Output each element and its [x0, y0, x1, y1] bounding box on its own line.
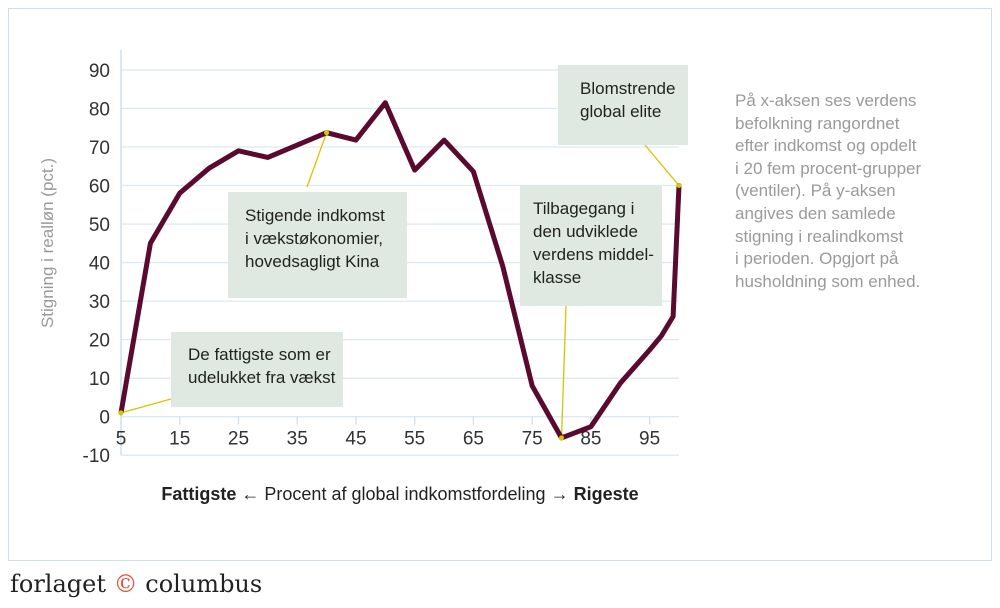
annotation-text: Stigende indkomst [245, 206, 385, 225]
x-tick-label: 95 [639, 429, 660, 450]
y-tick-label: 30 [89, 292, 110, 313]
x-label-middle: Procent af global indkomstfordeling [264, 484, 546, 504]
annotation-leader [306, 132, 328, 188]
x-tick-label: 15 [169, 429, 190, 450]
annotation-dot [118, 410, 124, 416]
y-tick-label: 40 [89, 254, 110, 275]
annotation-text: Tilbagegang i [533, 199, 634, 218]
annotation-text: i vækstøkonomier, [245, 229, 383, 248]
x-tick-label: 85 [580, 429, 601, 450]
y-axis-label: Stigning i realløn (pct.) [38, 158, 57, 328]
annotation-dot [324, 130, 330, 136]
x-axis-label: Fattigste ← Procent af global indkomstfo… [0, 484, 800, 505]
annotation-text: hovedsagligt Kina [245, 252, 380, 271]
y-tick-label: 0 [99, 408, 110, 429]
y-tick-label: 90 [89, 61, 110, 82]
x-tick-label: 5 [116, 429, 127, 450]
y-tick-label: -10 [83, 446, 110, 467]
chart-frame [8, 8, 992, 561]
logo-right: columbus [145, 570, 263, 598]
annotation-leader [120, 398, 172, 414]
x-tick-label: 45 [345, 429, 366, 450]
y-tick-label: 50 [89, 215, 110, 236]
annotation-box [558, 65, 688, 145]
x-tick-label: 55 [404, 429, 425, 450]
annotation-text: udelukket fra vækst [188, 368, 336, 387]
annotation-text: verdens middel- [533, 245, 654, 264]
x-tick-label: 25 [228, 429, 249, 450]
x-tick-label: 65 [463, 429, 484, 450]
annotation-text: Blomstrende [580, 79, 675, 98]
x-tick-label: 75 [522, 429, 543, 450]
y-tick-label: 20 [89, 331, 110, 352]
y-tick-label: 70 [89, 138, 110, 159]
x-tick-label: 35 [287, 429, 308, 450]
annotation-leader [560, 305, 567, 438]
annotation-text: klasse [533, 268, 581, 287]
publisher-logo: forlaget © columbus [10, 570, 262, 598]
annotation-text: global elite [580, 102, 661, 121]
annotation-dot [676, 183, 682, 189]
y-tick-label: 80 [89, 99, 110, 120]
series-line [118, 100, 682, 441]
x-label-right: Rigeste [573, 484, 639, 504]
annotation-box [228, 192, 407, 298]
arrow-left-icon: ← [241, 484, 260, 504]
annotation-leader [644, 144, 680, 186]
arrow-right-icon: → [550, 484, 569, 504]
annotation-text: den udviklede [533, 222, 638, 241]
annotation-box [520, 186, 662, 306]
annotation-dot [559, 435, 565, 441]
y-tick-label: 10 [89, 369, 110, 390]
x-label-left: Fattigste [161, 484, 237, 504]
annotation-text: De fattigste som er [188, 345, 331, 364]
y-tick-label: 60 [89, 177, 110, 198]
annotation-box [171, 332, 343, 407]
copyright-icon: © [113, 570, 138, 598]
logo-left: forlaget [10, 570, 106, 598]
side-note: På x-aksen ses verdens befolkning rangor… [735, 91, 922, 291]
